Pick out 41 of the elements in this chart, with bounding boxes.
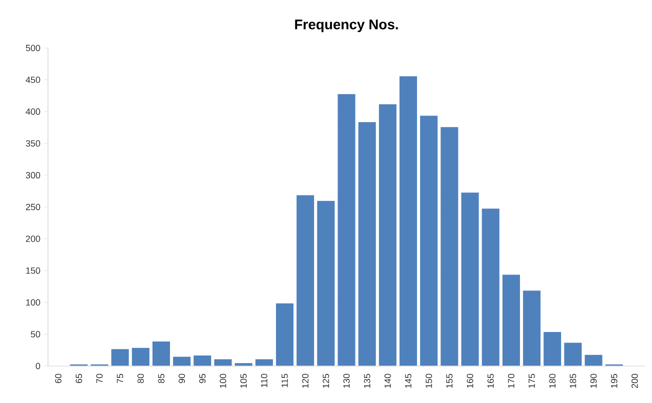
y-tick-label: 100 [26,299,40,306]
y-tick-label: 400 [26,108,40,115]
x-tick-label: 70 [96,374,103,384]
x-tick-label: 100 [220,374,226,388]
y-tick-label: 500 [26,44,40,52]
chart-title: Frequency Nos. [295,20,398,32]
x-tick-label: 195 [610,374,618,388]
y-tick-label: 150 [26,267,40,274]
x-tick-label: 140 [384,374,391,388]
y-tick-label: 0 [36,362,40,370]
x-tick-label: 115 [282,374,288,388]
x-tick-label: 85 [158,374,164,384]
x-tick-label: 190 [590,374,597,388]
y-tick-label: 450 [26,76,40,83]
x-tick-label: 95 [199,374,206,384]
y-tick-label: 50 [30,331,40,338]
x-tick-label: 155 [446,374,453,388]
y-tick-label: 350 [26,140,40,147]
x-tick-label: 150 [426,374,432,388]
x-tick-label: 130 [343,374,350,388]
x-tick-label: 165 [487,374,494,388]
x-tick-label: 125 [322,374,330,388]
x-tick-label: 110 [260,374,268,388]
y-tick-label: 200 [26,236,40,242]
x-tick-label: 185 [570,374,576,388]
x-tick-label: 90 [178,374,185,384]
x-tick-label: 175 [528,374,535,388]
x-tick-label: 200 [632,374,638,388]
y-tick-label: 300 [26,172,40,178]
x-tick-label: 65 [76,374,82,384]
y-tick-label: 250 [26,204,40,210]
x-tick-label: 135 [364,374,370,388]
x-tick-label: 60 [55,374,62,384]
x-tick-label: 80 [137,374,144,384]
x-tick-label: 120 [302,374,309,388]
x-tick-label: 160 [466,374,474,388]
x-tick-label: 105 [240,374,247,388]
x-tick-label: 75 [116,374,124,384]
x-tick-label: 180 [549,374,556,388]
x-tick-label: 145 [405,374,412,388]
x-tick-label: 170 [508,374,514,388]
